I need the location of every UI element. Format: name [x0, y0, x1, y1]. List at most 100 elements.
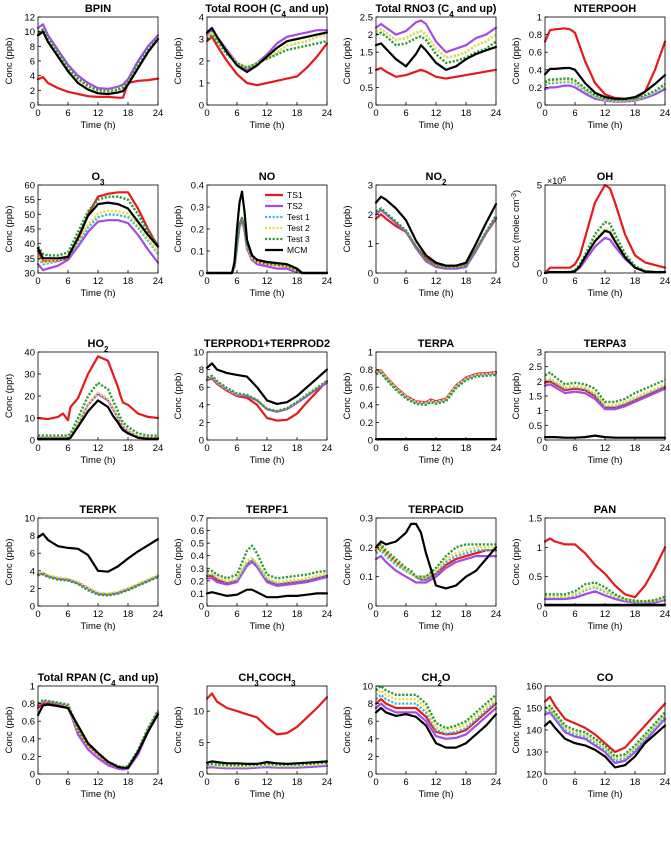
y-tick-label: 30	[24, 269, 35, 280]
axes-box	[37, 16, 159, 106]
y-tick-label: 10	[193, 348, 204, 359]
x-tick-label: 12	[93, 108, 104, 119]
x-tick-label: 12	[600, 443, 611, 454]
y-tick-label: 1	[537, 406, 542, 417]
x-tick-label: 6	[234, 108, 239, 119]
x-tick-label: 18	[292, 276, 303, 287]
x-tick-label: 18	[630, 108, 641, 119]
series-line	[374, 554, 498, 584]
x-tick-label: 6	[403, 108, 408, 119]
x-tick-label: 6	[65, 108, 70, 119]
chart-panel: NTERPOOH 0 6 12 18 24 0 0.2 0.4 0.6 0.8 1 Time (h) Co…	[511, 3, 670, 131]
series-line	[375, 543, 496, 578]
y-tick-label: 3	[368, 181, 373, 192]
x-tick-label: 24	[660, 108, 671, 119]
x-tick-label: 18	[461, 108, 472, 119]
chart-panel: Total RPAN (C4 and up) 0 6 12 18 24 0 0.2 0.4 0.6…	[4, 672, 163, 800]
series-line	[544, 704, 666, 758]
series-line	[205, 560, 329, 588]
x-tick-label: 24	[322, 443, 333, 454]
x-tick-label: 24	[491, 609, 502, 620]
series-line	[375, 689, 497, 732]
series-line	[36, 399, 160, 440]
y-tick-label: 2	[368, 30, 373, 41]
series-line	[205, 190, 329, 275]
y-tick-label: 4	[368, 734, 373, 745]
series-line	[205, 26, 329, 74]
axes-box	[206, 351, 328, 441]
series-line	[37, 29, 159, 94]
y-tick-label: 0	[30, 101, 35, 112]
x-tick-label: 6	[572, 108, 577, 119]
x-axis-label: Time (h)	[418, 455, 453, 466]
y-tick-label: 0.2	[191, 225, 204, 236]
y-tick-label: 5	[199, 738, 204, 749]
panel-title: BPIN	[85, 3, 111, 15]
series-line	[205, 588, 329, 599]
y-tick-label: 2.5	[529, 362, 542, 373]
y-tick-label: 0.6	[360, 383, 373, 394]
x-tick-label: 6	[234, 777, 239, 788]
x-axis-label: Time (h)	[249, 120, 284, 131]
x-tick-label: 12	[262, 777, 273, 788]
chart-panel: NO 0 6 12 18 24 0 0.1 0.2 0.3 0.4 Time (h) Conc (ppb…	[173, 171, 332, 299]
y-axis-label: Conc (ppb)	[511, 373, 522, 420]
series-line	[374, 42, 498, 71]
y-tick-label: 8	[30, 531, 35, 542]
series-line	[37, 29, 159, 94]
x-tick-label: 0	[35, 108, 40, 119]
series-line	[375, 549, 496, 581]
series-line	[36, 700, 160, 771]
chart-panel: TERPA 0 6 12 18 24 0 0.2 0.4 0.6 0.8 1 Time (h) Conc …	[342, 338, 501, 466]
x-tick-label: 18	[461, 609, 472, 620]
y-tick-label: 0.3	[360, 514, 373, 525]
series-line	[37, 195, 159, 257]
series-line	[375, 371, 497, 406]
series-line	[37, 213, 159, 266]
y-tick-label: 35	[24, 254, 35, 265]
y-tick-label: 0	[199, 436, 204, 447]
y-tick-label: 12	[24, 13, 35, 24]
series-line	[543, 434, 667, 439]
x-tick-label: 18	[292, 777, 303, 788]
series-line	[375, 31, 497, 64]
series-line	[36, 703, 160, 769]
x-tick-label: 24	[491, 443, 502, 454]
y-tick-label: 1.5	[529, 392, 542, 403]
y-tick-label: 0.8	[360, 365, 373, 376]
x-tick-label: 12	[93, 443, 104, 454]
y-tick-label: 0	[368, 770, 373, 781]
y-tick-label: 0	[368, 101, 373, 112]
x-tick-label: 24	[322, 609, 333, 620]
y-axis-label: Conc (ppb)	[511, 539, 522, 586]
x-tick-label: 24	[322, 777, 333, 788]
x-axis-label: Time (h)	[587, 288, 622, 299]
x-tick-label: 0	[373, 443, 378, 454]
y-tick-label: 0.5	[191, 539, 204, 550]
y-tick-label: 140	[526, 726, 542, 737]
x-tick-label: 24	[491, 777, 502, 788]
x-tick-label: 0	[542, 777, 547, 788]
y-tick-label: 0.6	[529, 48, 542, 59]
legend-label: TS2	[287, 201, 303, 211]
y-exponent-label: ×106	[547, 176, 566, 187]
panel-title: NTERPOOH	[574, 3, 636, 15]
y-tick-label: 0	[537, 101, 542, 112]
x-tick-label: 24	[322, 276, 333, 287]
y-tick-label: 6	[199, 383, 204, 394]
y-tick-label: 2	[537, 377, 542, 388]
y-tick-label: 1	[368, 65, 373, 76]
chart-panel: CH3COCH3 0 6 12 18 24 0 5 10 Time (h) Conc (ppb)	[173, 672, 332, 800]
y-tick-label: 0.2	[360, 543, 373, 554]
x-axis-label: Time (h)	[80, 621, 115, 632]
x-tick-label: 12	[431, 443, 442, 454]
chart-panel: Total RNO3 (C4 and up) 0 6 12 18 24 0 0.5 1 1.5 2 2…	[342, 3, 501, 131]
y-tick-label: 0.6	[22, 717, 35, 728]
series-line	[38, 381, 158, 437]
x-tick-label: 18	[123, 777, 134, 788]
series-line	[207, 216, 327, 275]
x-axis-label: Time (h)	[249, 621, 284, 632]
